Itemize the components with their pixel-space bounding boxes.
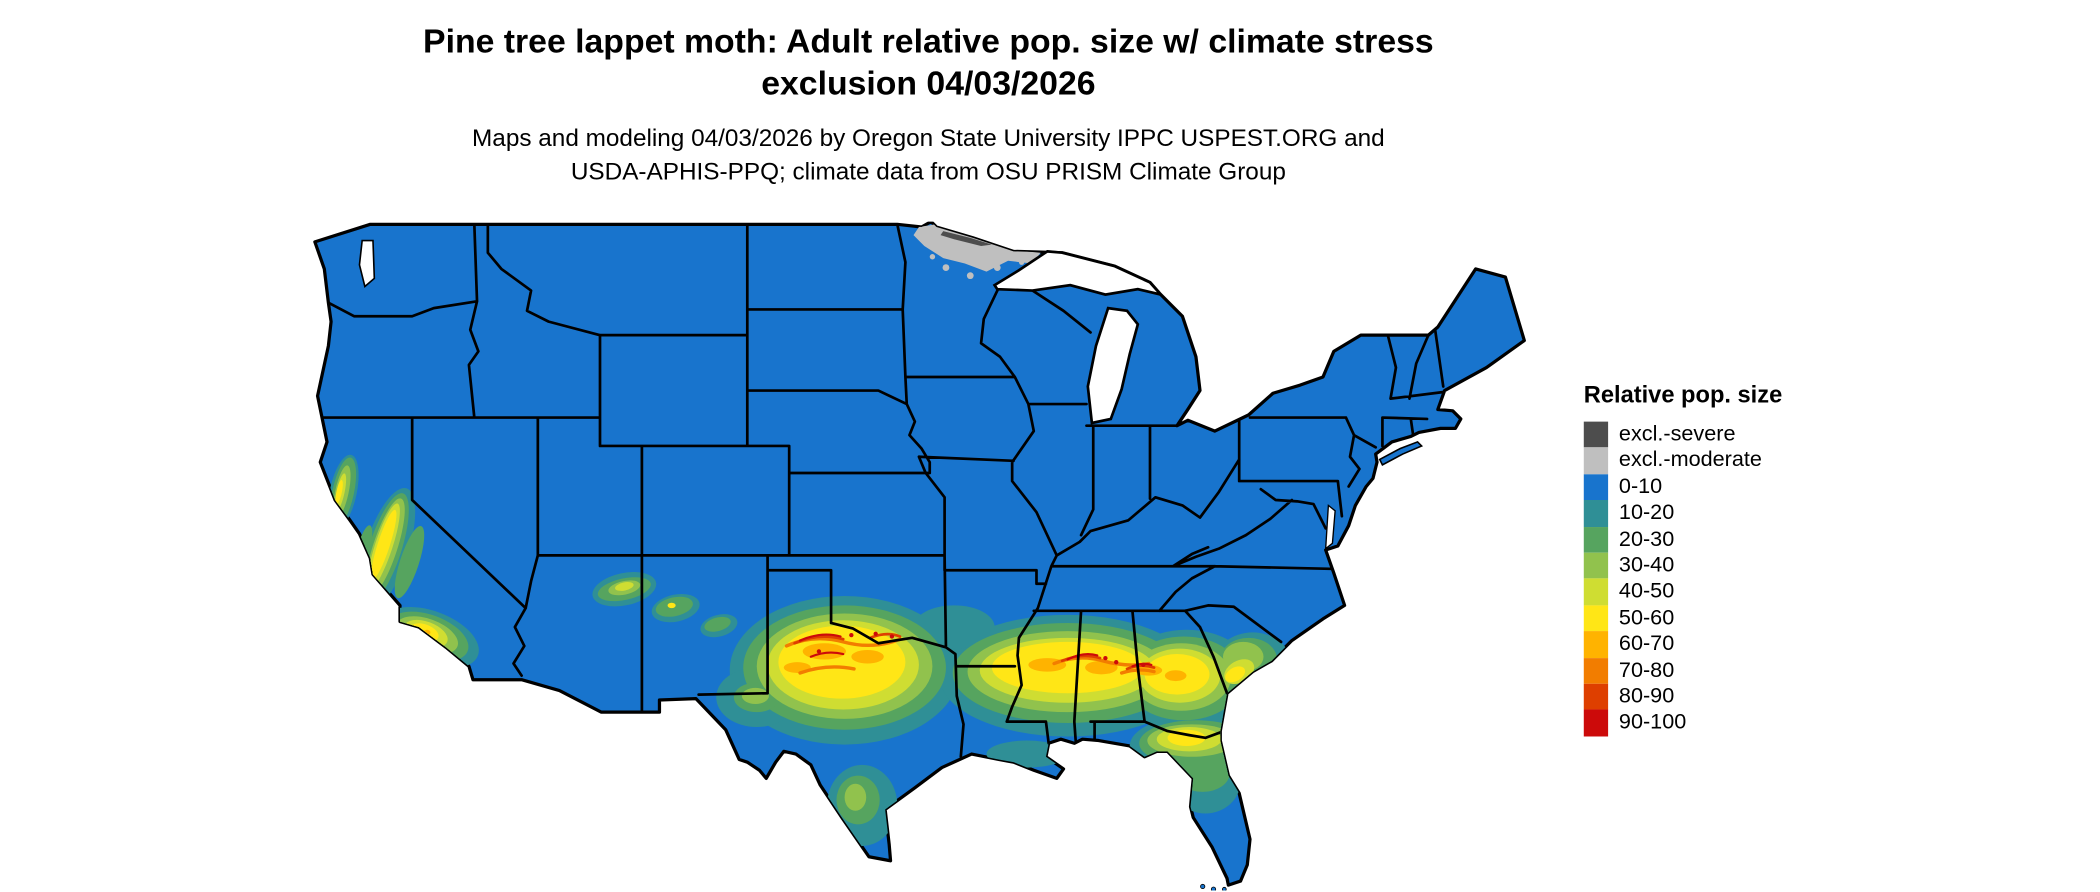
figure-subtitle-line2: USDA-APHIS-PPQ; climate data from OSU PR… [570,158,1286,186]
legend-label: 10-20 [1618,501,1675,525]
legend-label: 90-100 [1618,711,1687,735]
figure-title: Pine tree lappet moth: Adult relative po… [0,22,1857,106]
legend-swatch [1583,447,1609,475]
lake-superior [992,249,1165,297]
legend-label: excl.-moderate [1618,449,1762,473]
legend-swatch [1583,421,1609,448]
legend-item-b20_30: 20-30 [1583,526,1782,553]
legend-label: 80-90 [1618,685,1675,708]
legend-item-excl_severe: excl.-severe [1583,421,1782,448]
legend-label: 60-70 [1618,632,1675,656]
great-lakes [358,239,1336,551]
legend-item-b30_40: 30-40 [1583,552,1782,579]
legend: Relative pop. size excl.-severe excl.-mod… [1583,381,1783,737]
legend-swatch [1583,631,1609,658]
legend-label: excl.-severe [1618,422,1736,446]
puget-sound [358,239,376,288]
chesapeake-bay [1324,504,1336,551]
legend-item-b50_60: 50-60 [1583,605,1782,632]
legend-item-excl_moderate: excl.-moderate [1583,447,1782,475]
figure-subtitle-line1: Maps and modeling 04/03/2026 by Oregon S… [472,124,1385,152]
legend-item-b10_20: 10-20 [1583,500,1782,527]
legend-swatch [1583,578,1609,606]
legend-swatch [1583,500,1609,527]
legend-item-b40_50: 40-50 [1583,578,1782,606]
figure-title-line2: exclusion 04/03/2026 [761,64,1096,103]
florida-keys [1200,883,1227,891]
state-borders-layer [318,222,1446,759]
state-borders [318,222,1446,759]
legend-label: 20-30 [1618,527,1675,551]
legend-swatch [1583,657,1609,684]
legend-label: 0-10 [1618,475,1663,499]
legend-swatch [1583,552,1609,579]
overlay-90-100 [798,631,1153,668]
legend-item-b80_90: 80-90 [1583,683,1782,710]
legend-title: Relative pop. size [1583,381,1783,409]
us-landmass [313,221,1526,887]
figure-title-line1: Pine tree lappet moth: Adult relative po… [423,22,1434,61]
legend-swatch [1583,526,1609,553]
figure-subtitle: Maps and modeling 04/03/2026 by Oregon S… [0,122,1857,190]
legend-label: 50-60 [1618,606,1675,630]
long-island [1378,440,1424,466]
legend-swatch [1583,683,1609,710]
legend-label: 30-40 [1618,553,1675,577]
legend-items: excl.-severe excl.-moderate 0-10 10-20 20-30… [1583,421,1782,737]
legend-item-b70_80: 70-80 [1583,657,1782,684]
overlay-excl-severe [940,231,992,246]
legend-swatch [1583,709,1609,737]
us-map [313,221,1526,891]
legend-item-b0_10: 0-10 [1583,474,1782,501]
lake-michigan [1086,306,1140,425]
legend-item-b60_70: 60-70 [1583,631,1782,658]
legend-item-b90_100: 90-100 [1583,709,1782,737]
overlay-80-90 [793,632,1156,671]
legend-swatch [1583,474,1609,501]
legend-label: 70-80 [1618,658,1675,682]
legend-swatch [1583,605,1609,632]
legend-label: 40-50 [1618,580,1675,604]
